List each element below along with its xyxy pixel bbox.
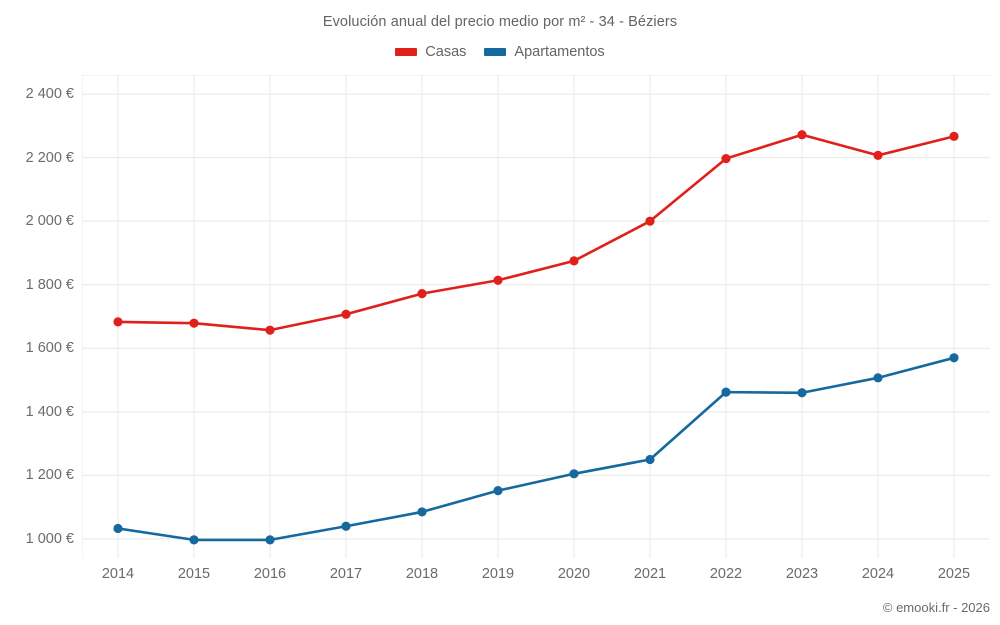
- data-point[interactable]: [113, 523, 123, 534]
- x-tick-label: 2021: [633, 566, 667, 582]
- plot-area: [82, 75, 990, 558]
- x-tick-label: 2014: [101, 566, 135, 582]
- data-point[interactable]: [569, 469, 579, 479]
- x-tick-label: 2015: [177, 566, 211, 582]
- y-tick-label: 2 200 €: [25, 149, 74, 166]
- chart-title: Evolución anual del precio medio por m² …: [322, 14, 678, 30]
- data-point[interactable]: [265, 535, 275, 545]
- series-lines: [116, 133, 956, 542]
- series-line-casas: [116, 133, 956, 332]
- chart-legend: Casas Apartamentos: [0, 44, 1000, 60]
- series-markers: [113, 130, 959, 545]
- y-tick-label: 2 000 €: [25, 213, 74, 230]
- y-tick-label: 1 400 €: [25, 403, 74, 420]
- y-tick-label: 2 400 €: [25, 86, 74, 103]
- data-point[interactable]: [569, 256, 579, 266]
- x-axis: 2014 2015 2016 2017 2018 2019 2020 2021 2022 2023…: [82, 566, 990, 592]
- data-point[interactable]: [797, 130, 807, 140]
- data-point[interactable]: [949, 131, 959, 141]
- x-tick-label: 2023: [785, 566, 819, 582]
- legend-swatch-apartamentos: [484, 48, 507, 56]
- data-point[interactable]: [113, 317, 123, 327]
- data-point[interactable]: [645, 454, 655, 465]
- y-tick-label: 1 200 €: [25, 467, 74, 484]
- data-point[interactable]: [265, 325, 275, 335]
- legend-label-casas: Casas: [425, 44, 467, 60]
- data-point[interactable]: [721, 153, 731, 164]
- data-point[interactable]: [493, 275, 503, 285]
- legend-item-apartamentos[interactable]: Apartamentos: [484, 44, 605, 60]
- legend-label-apartamentos: Apartamentos: [514, 44, 605, 60]
- data-point[interactable]: [645, 216, 655, 226]
- y-axis: 1 000 € 1 200 € 1 400 € 1 600 € 1 800 € 2 000…: [0, 75, 74, 558]
- data-point[interactable]: [797, 388, 807, 398]
- footer-credit: © emooki.fr - 2026: [882, 600, 990, 615]
- data-point[interactable]: [493, 486, 503, 496]
- y-tick-label: 1 600 €: [25, 340, 74, 357]
- series-line-apartamentos: [116, 356, 956, 542]
- legend-swatch-casas: [395, 48, 418, 56]
- y-tick-label: 1 800 €: [25, 276, 74, 293]
- x-tick-label: 2018: [405, 566, 439, 582]
- x-tick-label: 2022: [709, 566, 743, 582]
- x-tick-label: 2024: [861, 566, 895, 582]
- data-point[interactable]: [417, 289, 427, 299]
- legend-item-casas[interactable]: Casas: [395, 44, 466, 60]
- x-tick-label: 2016: [253, 566, 287, 582]
- grid-lines: [82, 75, 990, 558]
- data-point[interactable]: [341, 521, 351, 531]
- data-point[interactable]: [721, 387, 731, 397]
- data-point[interactable]: [341, 309, 351, 319]
- x-tick-label: 2020: [557, 566, 591, 582]
- data-point[interactable]: [189, 535, 199, 545]
- chart-plot-svg: [82, 75, 990, 558]
- x-tick-label: 2019: [481, 566, 515, 582]
- data-point[interactable]: [873, 373, 883, 383]
- data-point[interactable]: [949, 353, 959, 363]
- data-point[interactable]: [189, 318, 199, 328]
- y-tick-label: 1 000 €: [25, 530, 74, 547]
- x-tick-label: 2025: [937, 566, 971, 582]
- data-point[interactable]: [873, 150, 883, 160]
- data-point[interactable]: [417, 507, 427, 517]
- x-tick-label: 2017: [329, 566, 363, 582]
